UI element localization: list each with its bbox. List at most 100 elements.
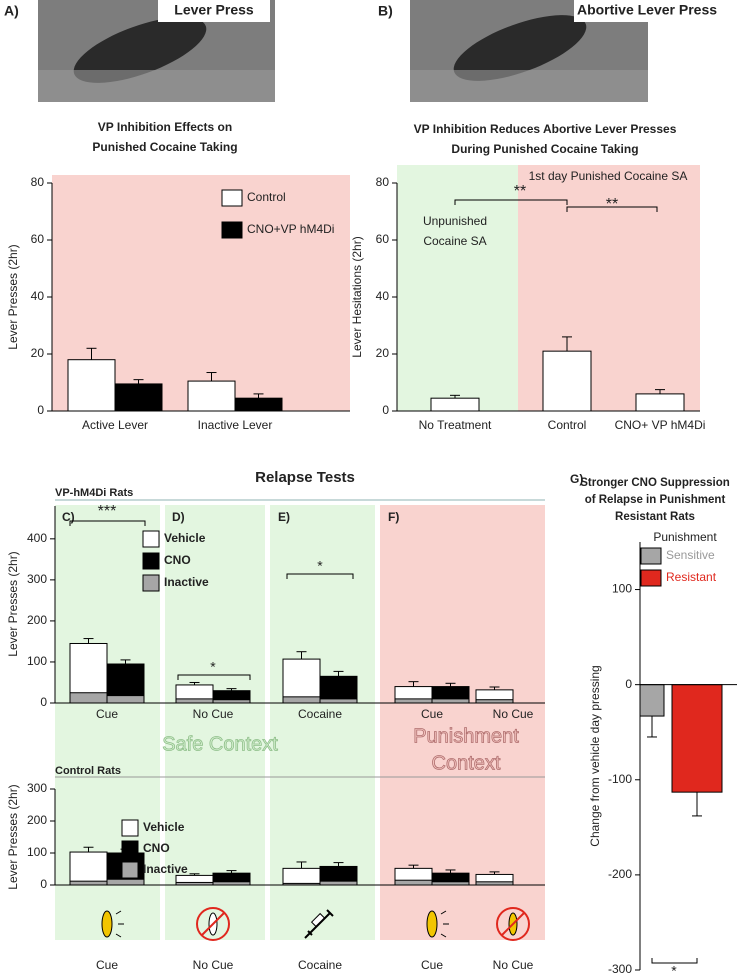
y-tick-label: 100 <box>27 654 47 668</box>
x-tick-label: CNO+ VP hM4Di <box>615 418 706 432</box>
y-axis-label: Lever Presses (2hr) <box>6 244 20 349</box>
y-tick-label: 20 <box>376 346 390 360</box>
legend-label: CNO <box>143 841 170 855</box>
legend-swatch <box>121 819 139 837</box>
bar <box>212 881 251 886</box>
y-axis-label: Lever Presses (2hr) <box>6 784 20 889</box>
y-tick-label: 0 <box>40 877 47 891</box>
x-tick-label: No Cue <box>493 958 534 972</box>
y-tick-label: 400 <box>27 531 47 545</box>
y-tick-label: 300 <box>27 781 47 795</box>
significance-bracket <box>454 199 658 212</box>
significance-bracket <box>69 520 698 964</box>
caption-box <box>158 0 270 22</box>
bar <box>282 882 321 886</box>
bar <box>431 881 470 886</box>
bar <box>212 699 251 704</box>
y-axis-label: Lever Presses (2hr) <box>6 551 20 656</box>
y-tick-label: 300 <box>27 572 47 586</box>
bar <box>282 658 321 704</box>
bar <box>635 393 685 412</box>
cue-icon <box>426 910 449 938</box>
x-tick-label: No Cue <box>193 707 234 721</box>
legend-label: Resistant <box>666 570 717 584</box>
legend-label: Vehicle <box>164 531 206 545</box>
bar <box>431 698 470 704</box>
y-tick-label: 60 <box>376 232 390 246</box>
section-title: Relapse Tests <box>255 469 355 486</box>
y-tick-label: 60 <box>31 232 45 246</box>
y-tick-label: -200 <box>608 867 632 881</box>
chart-title: of Relapse in Punishment <box>585 494 726 506</box>
chart-title: Punished Cocaine Taking <box>92 140 237 154</box>
y-tick-label: 20 <box>31 346 45 360</box>
annotation: * <box>317 558 323 574</box>
bar <box>319 880 358 886</box>
panel-label: B) <box>378 3 393 19</box>
legend-title: Punishment <box>653 530 717 544</box>
bar <box>319 698 358 704</box>
bar <box>394 879 433 886</box>
panel-label: F) <box>388 510 399 524</box>
context-label: Safe Context <box>162 733 278 755</box>
context-label: Punishment <box>413 725 519 747</box>
x-tick-label: No Treatment <box>419 418 492 432</box>
y-axis-label: Change from vehicle day pressing <box>588 665 602 846</box>
legend-swatch <box>221 189 243 207</box>
chart-title: Stronger CNO Suppression <box>580 477 730 489</box>
y-tick-label: -100 <box>608 772 632 786</box>
annotation: Unpunished <box>423 214 487 228</box>
caption-box <box>574 0 720 22</box>
legend-swatch <box>640 547 662 565</box>
bar <box>475 881 514 886</box>
legend-swatch <box>142 574 160 592</box>
panel-label: G) <box>570 472 583 486</box>
y-tick-label: 0 <box>382 403 389 417</box>
grid-floor <box>410 70 648 102</box>
chart-title: VP Inhibition Reduces Abortive Lever Pre… <box>414 122 677 136</box>
legend-swatch <box>221 221 243 239</box>
annotation: ** <box>514 183 526 200</box>
y-tick-label: -300 <box>608 962 632 976</box>
x-tick-label: Cue <box>96 707 118 721</box>
chart-title: VP Inhibition Effects on <box>98 120 232 134</box>
legend-label: CNO <box>164 553 191 567</box>
rat <box>453 15 587 81</box>
annotation: *** <box>98 503 117 520</box>
bar <box>234 397 283 412</box>
legend-swatch <box>142 552 160 570</box>
legend-swatch <box>640 569 662 587</box>
group-label: VP-hM4Di Rats <box>55 487 133 499</box>
x-tick-label: Cue <box>421 958 443 972</box>
cue-icon <box>101 910 124 938</box>
bar <box>67 359 116 412</box>
annotation: * <box>671 963 677 977</box>
bar <box>671 684 723 793</box>
bar <box>282 867 321 886</box>
bar <box>639 684 665 717</box>
no-cue-icon <box>496 907 530 941</box>
y-tick-label: 100 <box>612 582 632 596</box>
group-label: Control Rats <box>55 765 121 777</box>
x-tick-label: Control <box>548 418 587 432</box>
legend-label: Control <box>247 190 286 204</box>
x-tick-label: Cocaine <box>298 958 342 972</box>
bar <box>175 881 214 886</box>
bar <box>69 880 108 886</box>
legend-label: Sensitive <box>666 548 715 562</box>
x-tick-label: Cue <box>421 707 443 721</box>
x-tick-label: Cue <box>96 958 118 972</box>
bar <box>542 350 592 412</box>
photo-caption: Abortive Lever Press <box>577 2 717 18</box>
y-tick-label: 0 <box>37 403 44 417</box>
y-tick-label: 40 <box>31 289 45 303</box>
rat <box>73 17 207 83</box>
y-tick-label: 100 <box>27 845 47 859</box>
panel-label: A) <box>4 3 19 19</box>
legend-swatch <box>121 840 139 858</box>
legend-label: Inactive <box>143 862 188 876</box>
panel-label: D) <box>172 510 185 524</box>
background <box>165 505 265 940</box>
no-cue-icon <box>196 907 230 941</box>
